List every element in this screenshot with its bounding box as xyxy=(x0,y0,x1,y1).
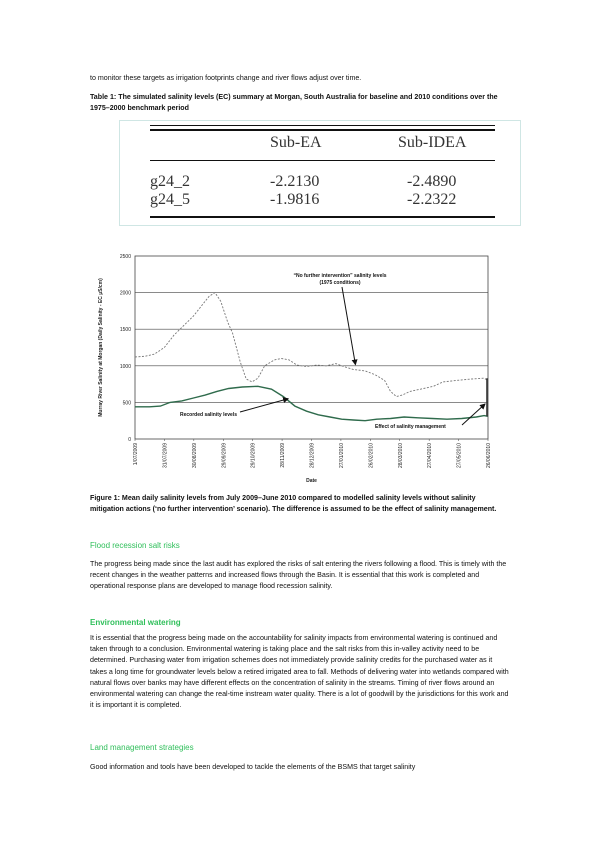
y-tick-label: 2500 xyxy=(120,254,131,260)
intro-paragraph: to monitor these targets as irrigation f… xyxy=(90,74,362,82)
x-tick-label: 1/07/2009 xyxy=(133,443,139,465)
x-axis-label: Date xyxy=(306,478,317,484)
table-top-rule-thick xyxy=(150,129,495,131)
y-tick-label: 1500 xyxy=(120,327,131,333)
x-tick-label: 29/09/2009 xyxy=(221,443,227,468)
y-tick-label: 500 xyxy=(123,400,132,406)
section-body-land-management: Good information and tools have been dev… xyxy=(90,763,416,771)
x-tick-label: 28/12/2009 xyxy=(310,443,316,468)
table-row-label: g24_5 xyxy=(150,191,190,208)
x-tick-label: 28/11/2009 xyxy=(280,443,286,468)
annotation-no-intervention-sub: (1975 conditions) xyxy=(319,280,360,286)
section-body-environmental-watering: It is essential that the progress being … xyxy=(90,634,509,710)
table-header-rule xyxy=(150,160,495,161)
annotation-management-effect: Effect of salinity management xyxy=(375,424,446,430)
section-heading-flood: Flood recession salt risks xyxy=(90,541,180,550)
table-cell: -2.4890 xyxy=(407,173,457,190)
table-cell: -2.2130 xyxy=(270,173,320,190)
x-tick-label: 27/05/2010 xyxy=(457,443,463,468)
y-tick-label: 0 xyxy=(128,437,131,443)
table-cell: -2.2322 xyxy=(407,191,457,208)
annotation-arrow xyxy=(239,397,290,413)
x-tick-label: 27/01/2010 xyxy=(339,443,345,468)
salinity-table: Sub-EA Sub-IDEA g24_2 -2.2130 -2.4890 g2… xyxy=(119,120,521,226)
table-header-sub-idea: Sub-IDEA xyxy=(398,134,467,151)
table-cell: -1.9816 xyxy=(270,191,320,208)
y-tick-label: 2000 xyxy=(120,291,131,297)
x-tick-label: 31/07/2009 xyxy=(162,443,168,468)
table-bottom-rule xyxy=(150,216,495,218)
table-top-rule xyxy=(150,125,495,126)
table-row-label: g24_2 xyxy=(150,173,190,190)
annotation-arrow xyxy=(461,403,486,426)
x-tick-label: 28/03/2010 xyxy=(398,443,404,468)
x-tick-label: 27/04/2010 xyxy=(427,443,433,468)
salinity-chart: 0 500 1000 1500 2000 2500 1/07/2009 31/07/2009 3… xyxy=(98,254,492,484)
section-body-flood: The progress being made since the last a… xyxy=(90,560,507,591)
annotation-arrow xyxy=(341,286,358,366)
y-tick-label: 1000 xyxy=(120,364,131,370)
x-tick-label: 29/10/2009 xyxy=(251,443,257,468)
series-line-no-intervention xyxy=(134,291,489,397)
figure-caption: Figure 1: Mean daily salinity levels fro… xyxy=(90,494,497,514)
table-header-sub-ea: Sub-EA xyxy=(270,134,322,151)
annotation-recorded: Recorded salinity levels xyxy=(180,412,237,418)
x-tick-label: 26/06/2010 xyxy=(486,443,492,468)
annotation-no-intervention: “No further intervention” salinity level… xyxy=(293,273,386,279)
x-tick-label: 26/02/2010 xyxy=(368,443,374,468)
section-heading-environmental-watering: Environmental watering xyxy=(90,618,181,627)
table-caption: Table 1: The simulated salinity levels (… xyxy=(90,93,498,113)
section-heading-land-management: Land management strategies xyxy=(90,743,194,752)
series-line-recorded xyxy=(135,385,489,422)
x-tick-label: 30/08/2009 xyxy=(192,443,198,468)
y-axis-label: Murray River Salinity at Morgan (Daily S… xyxy=(98,278,104,417)
